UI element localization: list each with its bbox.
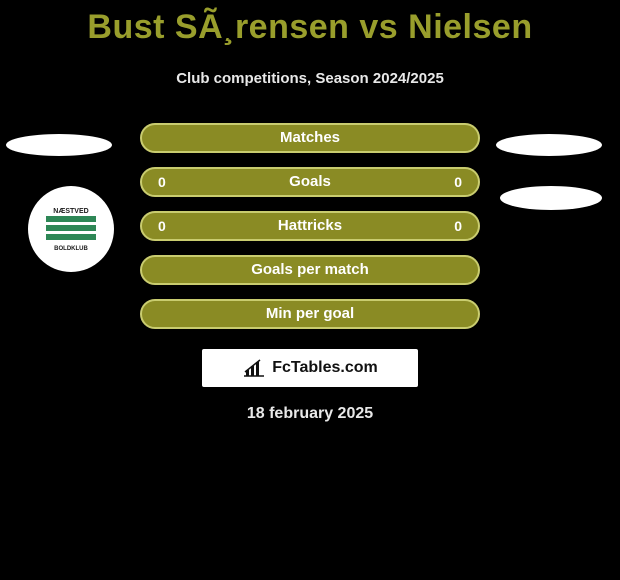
stat-label: Hattricks (178, 217, 442, 234)
subtitle: Club competitions, Season 2024/2025 (0, 70, 620, 87)
stat-label: Goals per match (178, 261, 442, 278)
naestved-boldklub-logo: NÆSTVED BOLDKLUB (28, 186, 114, 272)
player-right-placeholder-2 (500, 186, 602, 210)
player-left-placeholder (6, 134, 112, 156)
stat-row-min-per-goal: Min per goal (140, 299, 480, 329)
stat-left-value: 0 (158, 218, 178, 234)
page-title: Bust SÃ¸rensen vs Nielsen (0, 8, 620, 47)
stat-label: Matches (178, 129, 442, 146)
branding-label: FcTables.com (272, 359, 378, 377)
stat-left-value: 0 (158, 174, 178, 190)
fctables-branding: FcTables.com (202, 349, 418, 387)
stat-right-value: 0 (442, 218, 462, 234)
club-name-bottom: BOLDKLUB (54, 246, 88, 252)
club-crest-icon: NÆSTVED BOLDKLUB (40, 204, 102, 254)
player-right-placeholder (496, 134, 602, 156)
stat-right-value: 0 (442, 174, 462, 190)
bar-chart-icon (242, 358, 266, 378)
stat-row-goals-per-match: Goals per match (140, 255, 480, 285)
stat-row-hattricks: 0 Hattricks 0 (140, 211, 480, 241)
stat-row-goals: 0 Goals 0 (140, 167, 480, 197)
stat-row-matches: Matches (140, 123, 480, 153)
club-name-top: NÆSTVED (53, 208, 88, 215)
stat-label: Min per goal (178, 305, 442, 322)
comparison-infographic: Bust SÃ¸rensen vs Nielsen Club competiti… (0, 8, 620, 580)
generation-date: 18 february 2025 (0, 405, 620, 423)
stat-label: Goals (178, 173, 442, 190)
